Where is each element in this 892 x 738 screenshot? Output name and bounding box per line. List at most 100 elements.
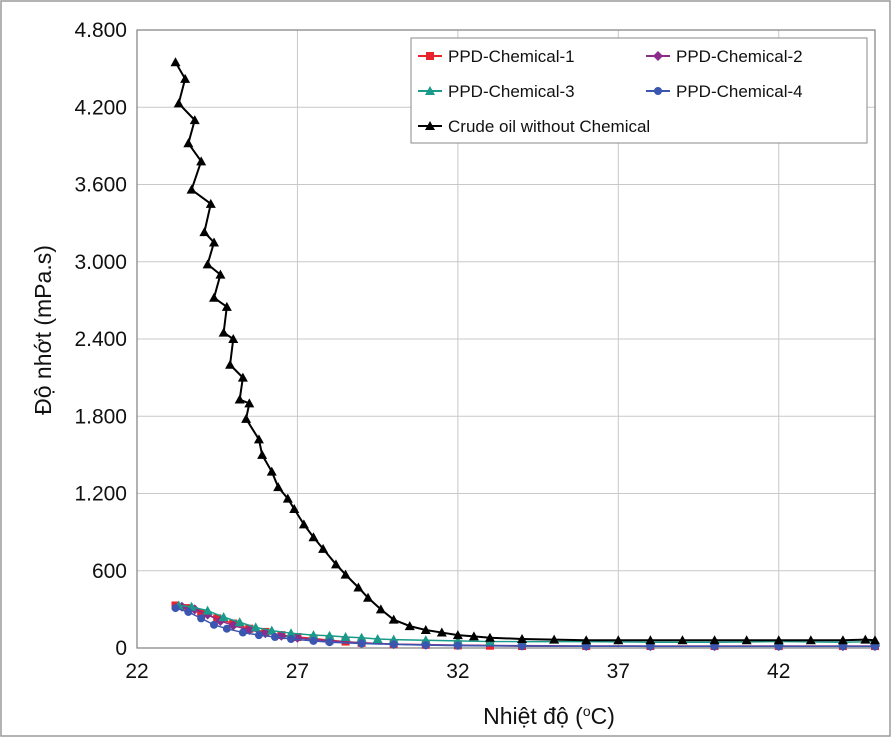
y-tick-labels: 0 600 1.200 1.800 2.400 3.000 3.600 4.200 4.800 (74, 19, 127, 660)
data-point (209, 237, 220, 247)
legend-item: PPD-Chemical-4 (646, 82, 803, 101)
data-point (298, 519, 309, 529)
data-point (363, 592, 374, 602)
data-point (250, 622, 261, 632)
data-point (324, 630, 335, 640)
series-layer (170, 57, 880, 652)
data-point (549, 634, 560, 644)
data-point (213, 614, 222, 623)
data-point (266, 625, 277, 635)
data-point (228, 334, 239, 343)
legend-item: PPD-Chemical-2 (646, 47, 803, 66)
data-point (452, 630, 463, 640)
data-point (372, 633, 383, 643)
data-point (309, 636, 318, 645)
data-point (837, 635, 848, 645)
data-point (210, 620, 219, 629)
data-point (420, 624, 431, 634)
y-tick-label: 1.800 (74, 405, 127, 428)
data-point (709, 635, 720, 645)
x-axis-title: Nhiệt độ (oC) (483, 703, 615, 729)
y-tick-label: 600 (92, 560, 127, 583)
y-axis-title: Độ nhớt (mPa.s) (30, 245, 56, 415)
data-point (234, 394, 245, 404)
data-point (197, 609, 206, 618)
data-point (183, 138, 194, 148)
legend-label: PPD-Chemical-3 (448, 82, 575, 101)
data-point (253, 434, 264, 444)
legend-item: PPD-Chemical-3 (418, 82, 575, 101)
data-point (404, 621, 415, 631)
data-point (318, 543, 329, 553)
data-point (215, 269, 226, 279)
data-point (286, 628, 297, 638)
legend-marker (426, 52, 434, 60)
data-point (186, 184, 197, 194)
y-tick-label: 4.200 (74, 96, 127, 119)
legend-marker (653, 51, 663, 61)
data-point (420, 635, 431, 645)
data-point (171, 604, 180, 613)
data-point (266, 466, 277, 476)
legend-item: Crude oil without Chemical (418, 117, 650, 136)
data-point (773, 635, 784, 645)
data-point (357, 639, 366, 648)
data-point (484, 632, 495, 642)
data-point (838, 642, 847, 651)
legend-item: PPD-Chemical-1 (418, 47, 575, 66)
data-point (205, 198, 216, 208)
data-point (218, 327, 229, 337)
data-point (221, 301, 232, 311)
data-point (209, 292, 220, 302)
data-point (741, 635, 752, 645)
data-point (254, 631, 263, 640)
data-point (453, 641, 462, 650)
data-point (613, 635, 624, 645)
x-tick-label: 27 (286, 660, 309, 683)
data-point (375, 604, 386, 614)
data-point (518, 642, 527, 651)
data-point (871, 642, 879, 651)
legend-box (410, 37, 868, 144)
data-point (270, 633, 279, 642)
legend: PPD-Chemical-1 PPD-Chemical-2 PPD-Chemical… (410, 37, 868, 144)
data-point (388, 614, 399, 624)
legend-marker (654, 87, 662, 95)
data-point (356, 632, 367, 642)
y-tick-label: 0 (115, 637, 127, 660)
series-line (175, 607, 875, 648)
data-point (287, 634, 296, 643)
data-point (581, 635, 592, 645)
data-point (860, 634, 871, 644)
y-tick-label: 3.600 (74, 174, 127, 197)
data-point (197, 614, 206, 623)
data-point (225, 359, 236, 369)
y-tick-label: 3.000 (74, 251, 127, 274)
data-point (289, 503, 300, 513)
legend-marker (425, 121, 435, 130)
data-point (340, 632, 351, 642)
x-tick-label: 37 (607, 660, 630, 683)
data-point (353, 582, 364, 592)
data-point (189, 115, 200, 125)
data-point (646, 642, 655, 651)
data-point (173, 98, 184, 108)
data-point (244, 398, 255, 408)
data-point (222, 624, 231, 633)
y-tick-label: 4.800 (74, 19, 127, 42)
data-point (196, 156, 207, 166)
data-point (517, 633, 528, 643)
data-point (238, 628, 247, 637)
data-point (241, 413, 252, 423)
data-point (273, 482, 284, 492)
data-point (308, 532, 319, 542)
data-point (234, 617, 245, 627)
plot-area-border (136, 29, 876, 649)
data-point (710, 642, 719, 651)
data-point (180, 73, 191, 83)
data-point (237, 372, 248, 382)
legend-label: Crude oil without Chemical (448, 117, 650, 136)
data-point (645, 635, 656, 645)
